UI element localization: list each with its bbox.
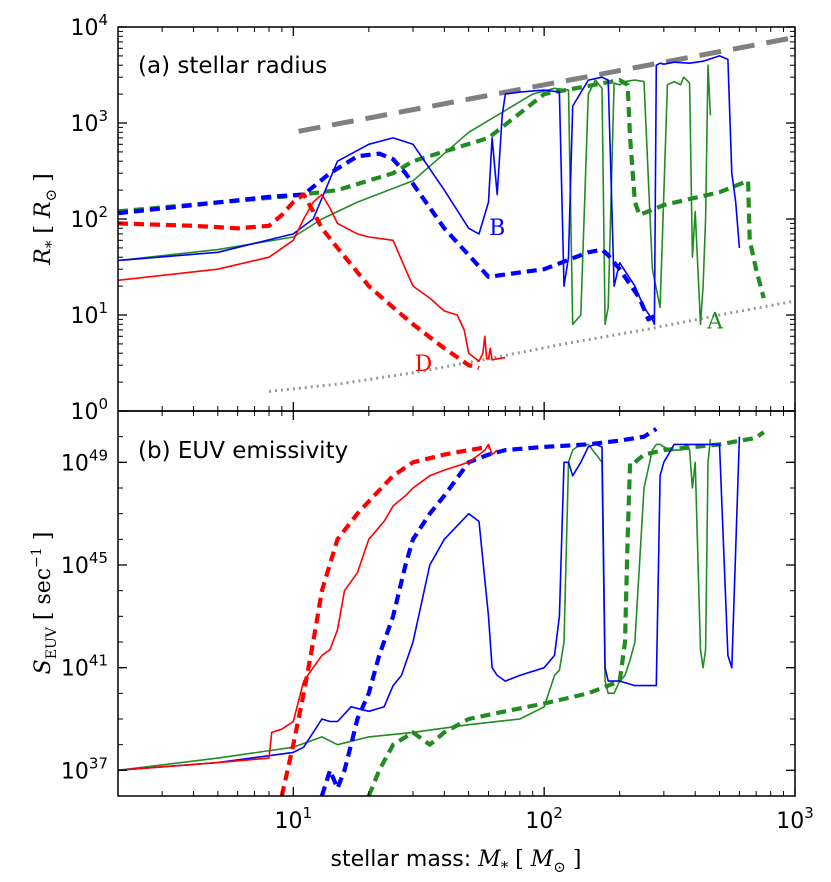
euv-panel-title: (b) EUV emissivity bbox=[138, 438, 348, 464]
euv-y-tick-label: 1049 bbox=[61, 446, 108, 476]
euv-plot-frame bbox=[117, 410, 796, 797]
euv-y-tick-label: 1037 bbox=[61, 754, 108, 784]
euv-y-tick-label: 1045 bbox=[61, 549, 108, 579]
radius-series-lower-limit-dotted-1 bbox=[268, 299, 795, 393]
radius-y-axis-label: R* [ R⊙ ] bbox=[31, 173, 60, 265]
radius-series-d-dashed-6 bbox=[118, 192, 480, 371]
x-tick-label: 103 bbox=[776, 804, 814, 834]
radius-y-tick-label: 101 bbox=[70, 299, 108, 329]
euv-series-d-dashed-4 bbox=[279, 444, 489, 796]
euv-series-d-solid-5 bbox=[118, 443, 498, 772]
radius-curve-labels: A B D bbox=[415, 216, 725, 377]
euv-ticks: 101 102 103 1037 1041 1045 1049 bbox=[61, 410, 814, 834]
x-tick-label: 101 bbox=[275, 804, 313, 834]
euv-series-group bbox=[118, 427, 765, 796]
x-tick-label: 102 bbox=[525, 804, 563, 834]
radius-series-a-dashed-2 bbox=[118, 77, 766, 299]
radius-ticks: 100 101 102 103 104 bbox=[70, 11, 796, 425]
radius-series-a-solid-3 bbox=[118, 64, 712, 326]
curve-label-d: D bbox=[415, 352, 433, 377]
radius-y-tick-label: 103 bbox=[70, 107, 108, 137]
radius-series-group bbox=[118, 34, 795, 393]
panel-stellar-radius: A B D 100 101 102 103 104 (a) stellar radius R… bbox=[31, 11, 796, 425]
radius-series-b-solid-5 bbox=[118, 55, 741, 326]
radius-panel-title: (a) stellar radius bbox=[138, 53, 327, 79]
radius-series-upper-limit-dashed-thick-0 bbox=[298, 34, 795, 134]
euv-series-a-dashed-0 bbox=[366, 430, 765, 796]
radius-y-tick-label: 102 bbox=[70, 203, 108, 233]
radius-y-tick-label: 104 bbox=[70, 11, 108, 41]
panel-euv-emissivity: 101 102 103 1037 1041 1045 1049 (b) EUV emissi… bbox=[29, 410, 814, 876]
curve-label-a: A bbox=[706, 310, 724, 335]
radius-series-d-solid-7 bbox=[118, 193, 506, 363]
euv-series-b-dashed-2 bbox=[319, 427, 658, 796]
euv-y-axis-label: SEUV [ sec−1 ] bbox=[29, 532, 60, 675]
euv-y-tick-label: 1041 bbox=[61, 652, 108, 682]
radius-y-tick-label: 100 bbox=[70, 395, 108, 425]
euv-series-b-solid-3 bbox=[118, 436, 741, 772]
curve-label-b: B bbox=[489, 216, 505, 241]
radius-series-b-dashed-4 bbox=[118, 151, 658, 322]
euv-series-a-solid-1 bbox=[118, 439, 712, 772]
mass-x-axis-label: stellar mass: M* [ M⊙ ] bbox=[331, 847, 582, 876]
